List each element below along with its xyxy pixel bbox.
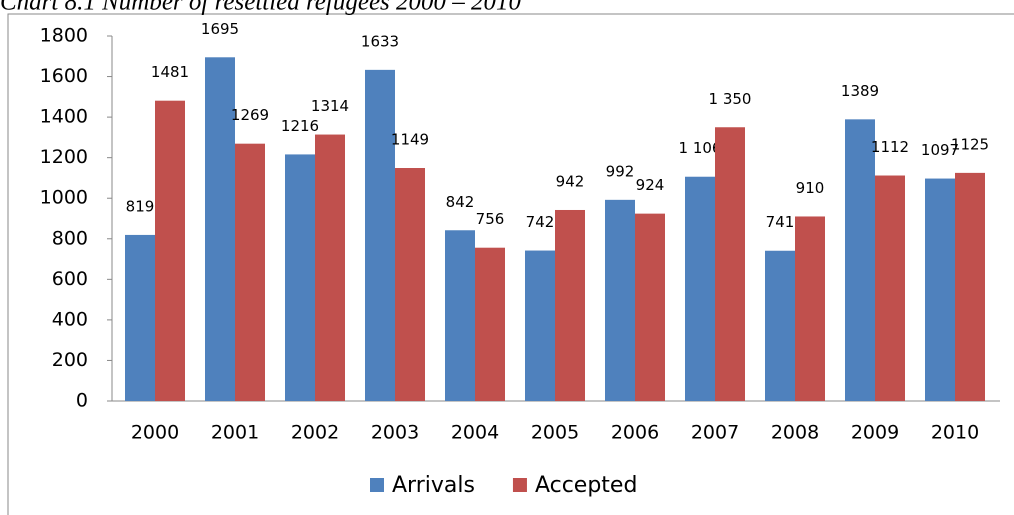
value-label: 1269 [231, 106, 269, 124]
bar [365, 69, 395, 401]
x-tick-label: 2006 [611, 422, 659, 444]
y-tick-label: 600 [52, 268, 88, 290]
y-tick-label: 1400 [40, 106, 88, 128]
bar [685, 176, 715, 401]
bar [205, 57, 235, 402]
y-tick-label: 0 [76, 390, 88, 412]
value-label: 1 350 [709, 90, 752, 108]
x-tick-label: 2008 [771, 422, 819, 444]
chart-title: Chart 8.1 Number of resettled refugees 2… [0, 0, 522, 16]
x-tick-label: 2004 [451, 422, 499, 444]
value-label: 742 [526, 213, 555, 231]
x-tick-label: 2005 [531, 422, 579, 444]
x-tick-label: 2010 [931, 422, 979, 444]
bar [155, 100, 185, 402]
x-tick-label: 2009 [851, 422, 899, 444]
bar [635, 213, 665, 401]
value-label: 1112 [871, 138, 909, 156]
value-label: 842 [446, 193, 475, 211]
value-label: 1695 [201, 20, 239, 38]
y-tick-label: 1600 [40, 65, 88, 87]
bar [605, 199, 635, 401]
value-label: 756 [476, 210, 505, 228]
bar [445, 230, 475, 401]
bar [475, 247, 505, 401]
bar [395, 168, 425, 401]
value-label: 819 [126, 197, 155, 215]
value-label: 1314 [311, 97, 349, 115]
value-label: 1216 [281, 117, 319, 135]
y-tick-label: 1200 [40, 146, 88, 168]
bar [235, 143, 265, 402]
value-label: 1389 [841, 82, 879, 100]
bar [955, 172, 985, 401]
value-label: 942 [556, 172, 585, 190]
value-label: 1125 [951, 135, 989, 153]
value-label: 1481 [151, 63, 189, 81]
legend-label: Accepted [535, 473, 637, 498]
bar [125, 234, 155, 401]
chart-frame [7, 13, 1014, 515]
value-label: 1097 [921, 141, 959, 159]
value-label: 741 [766, 213, 795, 231]
x-tick-label: 2002 [291, 422, 339, 444]
value-label: 924 [636, 176, 665, 194]
legend-swatch [512, 478, 527, 492]
bar [795, 216, 825, 401]
x-tick-label: 2001 [211, 422, 259, 444]
bar [555, 209, 585, 401]
bar [925, 178, 955, 401]
y-tick-label: 400 [52, 308, 88, 330]
y-tick-label: 1800 [40, 25, 88, 47]
value-label: 1 106 [679, 139, 722, 157]
y-tick-label: 800 [52, 227, 88, 249]
bar [525, 250, 555, 401]
value-label: 1149 [391, 131, 429, 149]
legend-swatch [370, 478, 384, 492]
bar [315, 134, 345, 402]
bar [875, 175, 905, 401]
bar [765, 250, 795, 401]
y-tick-label: 1000 [40, 187, 88, 209]
y-tick-label: 200 [52, 349, 88, 371]
x-tick-label: 2000 [131, 422, 179, 444]
value-label: 992 [606, 162, 635, 180]
bar [285, 154, 315, 401]
x-tick-label: 2007 [691, 422, 739, 444]
bar [715, 127, 745, 401]
bar [845, 119, 875, 401]
x-tick-label: 2003 [371, 422, 419, 444]
legend-label: Arrivals [392, 473, 475, 498]
value-label: 910 [796, 179, 825, 197]
value-label: 1633 [361, 32, 399, 50]
